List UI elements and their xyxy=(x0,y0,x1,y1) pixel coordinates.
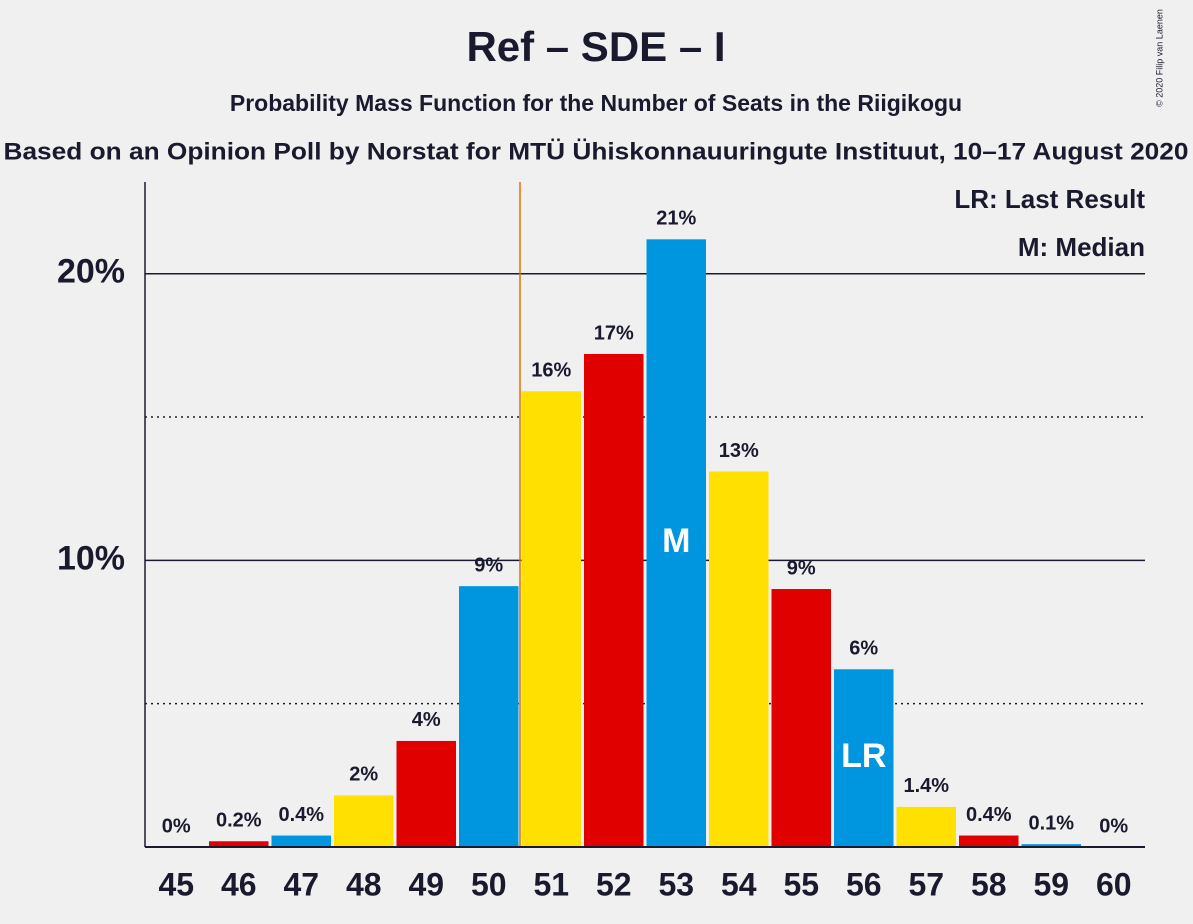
copyright: © 2020 Filip van Laenen xyxy=(1154,9,1164,107)
bar xyxy=(271,835,331,847)
value-label: 16% xyxy=(531,360,571,382)
value-label: 9% xyxy=(787,557,816,579)
value-label: 2% xyxy=(349,764,378,786)
x-tick-label: 53 xyxy=(658,866,694,902)
x-tick-label: 58 xyxy=(971,866,1007,902)
x-tick-label: 47 xyxy=(283,866,319,902)
value-label: 0% xyxy=(162,815,191,837)
x-tick-label: 51 xyxy=(533,866,569,902)
value-label: 0.2% xyxy=(216,810,262,832)
bar xyxy=(771,589,831,847)
bar xyxy=(834,669,894,847)
bar xyxy=(396,740,456,847)
x-tick-label: 55 xyxy=(783,866,819,902)
x-tick-label: 48 xyxy=(346,866,382,902)
bar xyxy=(521,391,581,847)
x-tick-label: 54 xyxy=(721,866,757,902)
bar xyxy=(459,586,519,847)
value-label: 6% xyxy=(849,638,878,660)
x-tick-label: 49 xyxy=(408,866,444,902)
value-label: 17% xyxy=(594,322,634,344)
chart-title: Ref – SDE – I xyxy=(466,23,725,70)
bar-marker: M xyxy=(662,522,690,560)
value-label: 0.1% xyxy=(1028,812,1074,834)
bar xyxy=(334,795,394,847)
bar xyxy=(896,806,956,847)
chart-source: Based on an Opinion Poll by Norstat for … xyxy=(4,138,1189,165)
x-tick-label: 57 xyxy=(908,866,944,902)
legend-entry: M: Median xyxy=(1018,232,1145,262)
bar-marker: LR xyxy=(841,737,886,775)
bar xyxy=(709,471,769,847)
x-tick-label: 56 xyxy=(846,866,882,902)
bar xyxy=(646,239,706,848)
value-label: 0.4% xyxy=(966,804,1012,826)
value-label: 13% xyxy=(719,440,759,462)
chart-subtitle: Probability Mass Function for the Number… xyxy=(230,90,962,116)
bar xyxy=(209,841,269,847)
value-label: 21% xyxy=(656,208,696,230)
bar xyxy=(584,353,644,847)
y-tick-label: 20% xyxy=(57,253,125,291)
x-tick-label: 45 xyxy=(158,866,194,902)
value-label: 0.4% xyxy=(278,804,324,826)
value-label: 1.4% xyxy=(903,775,949,797)
x-tick-label: 50 xyxy=(471,866,507,902)
legend-entry: LR: Last Result xyxy=(954,184,1145,214)
bar xyxy=(959,835,1019,847)
x-tick-label: 46 xyxy=(221,866,257,902)
y-tick-label: 10% xyxy=(57,539,125,577)
x-tick-label: 60 xyxy=(1096,866,1132,902)
value-label: 9% xyxy=(474,554,503,576)
bar xyxy=(1021,844,1081,847)
x-tick-label: 59 xyxy=(1033,866,1069,902)
value-label: 0% xyxy=(1099,815,1128,837)
value-label: 4% xyxy=(412,709,441,731)
x-tick-label: 52 xyxy=(596,866,632,902)
